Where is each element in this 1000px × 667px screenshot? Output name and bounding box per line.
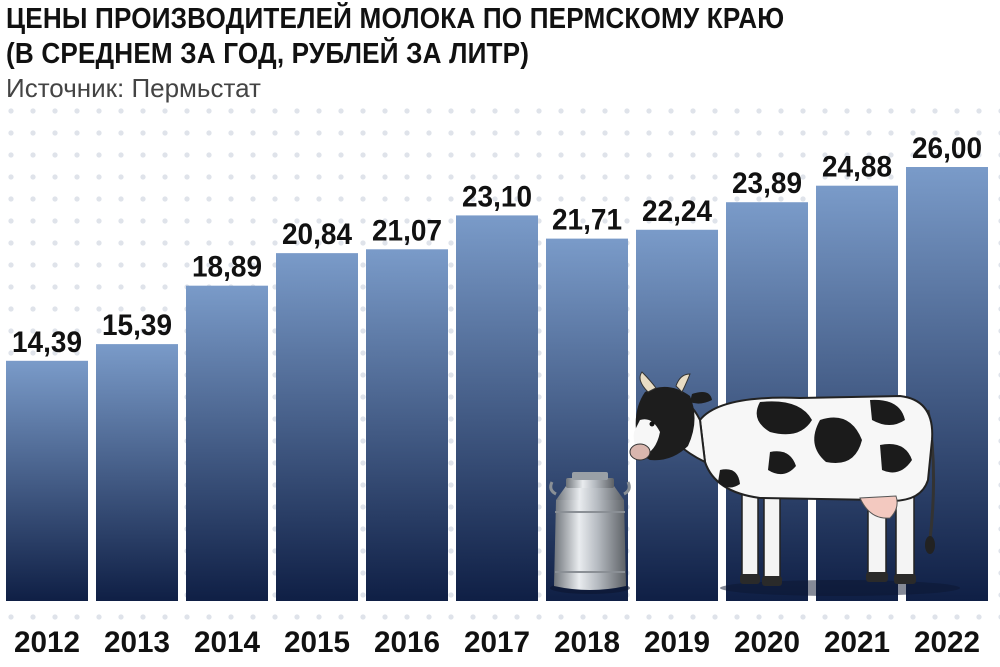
cow-icon (629, 371, 960, 596)
x-tick-2016: 2016 (374, 626, 440, 659)
value-label-2012: 14,39 (12, 326, 82, 359)
bar-2014 (186, 285, 268, 601)
x-tick-2020: 2020 (734, 626, 800, 659)
bars-group (6, 167, 988, 602)
bar-2016 (366, 249, 448, 601)
x-tick-2018: 2018 (554, 626, 620, 659)
value-label-2022: 26,00 (912, 132, 982, 165)
value-label-2017: 23,10 (462, 180, 532, 213)
source-note: Источник: Пермьстат (6, 73, 261, 103)
value-label-2021: 24,88 (822, 151, 892, 184)
value-label-2016: 21,07 (372, 214, 442, 247)
x-tick-2014: 2014 (194, 626, 260, 659)
value-label-2018: 21,71 (552, 204, 622, 237)
chart-title: ЦЕНЫ ПРОИЗВОДИТЕЛЕЙ МОЛОКА ПО ПЕРМСКОМУ … (6, 3, 785, 35)
x-tick-2017: 2017 (464, 626, 530, 659)
value-label-2015: 20,84 (282, 218, 352, 251)
x-tick-2012: 2012 (14, 626, 80, 659)
bar-2015 (276, 253, 358, 601)
x-tick-2013: 2013 (104, 626, 170, 659)
value-labels-group: 14,39 15,39 18,89 20,84 21,07 23,10 21,71 22,24… (12, 132, 982, 359)
bar-2012 (6, 360, 88, 601)
value-label-2020: 23,89 (732, 167, 802, 200)
bar-2022 (906, 167, 988, 601)
x-tick-2021: 2021 (824, 626, 890, 659)
x-tick-2019: 2019 (644, 626, 710, 659)
value-label-2019: 22,24 (642, 195, 712, 228)
chart-subtitle: (В СРЕДНЕМ ЗА ГОД, РУБЛЕЙ ЗА ЛИТР) (6, 38, 530, 70)
x-tick-2022: 2022 (914, 626, 980, 659)
bar-2017 (456, 215, 538, 601)
milk-can-icon (549, 472, 631, 594)
x-axis-labels: 2012 2013 2014 2015 2016 2017 2018 2019 2020 2021… (14, 626, 980, 659)
bar-2013 (96, 344, 178, 601)
x-tick-2015: 2015 (284, 626, 350, 659)
value-label-2014: 18,89 (192, 251, 262, 284)
value-label-2013: 15,39 (102, 309, 172, 342)
